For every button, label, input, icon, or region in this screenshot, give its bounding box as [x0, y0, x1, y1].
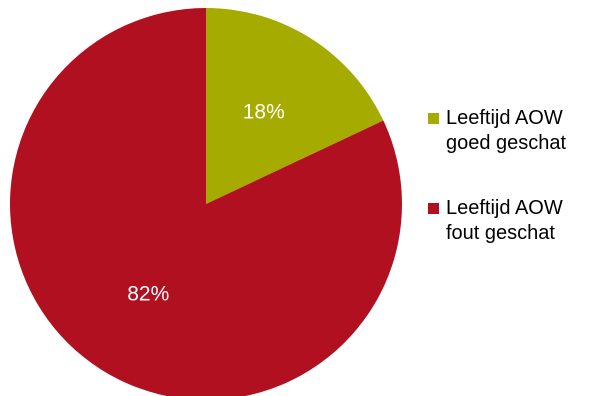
- legend-label-goed-line-2: goed geschat: [446, 132, 567, 154]
- pie-slice-1: [10, 8, 402, 396]
- pie-chart: 18% 82%: [10, 8, 402, 396]
- legend-swatch-goed: [428, 113, 439, 124]
- pie-slice-label-1: 82%: [127, 283, 169, 306]
- legend-label-goed-line-1: Leeftijd AOW: [446, 107, 563, 129]
- pie-slice-0: [206, 8, 384, 204]
- pie-slice-label-0: 18%: [243, 101, 285, 124]
- legend-label-fout-line-2: fout geschat: [446, 222, 555, 244]
- legend-item-fout: Leeftijd AOW fout geschat: [428, 196, 604, 246]
- legend-item-goed: Leeftijd AOW goed geschat: [428, 106, 604, 156]
- legend-label-fout-line-1: Leeftijd AOW: [446, 197, 563, 219]
- legend: Leeftijd AOW goed geschat Leeftijd AOW f…: [428, 106, 604, 286]
- pie-slices: [10, 8, 402, 396]
- pie-data-labels: 18% 82%: [127, 101, 285, 306]
- legend-swatch-fout: [428, 203, 439, 214]
